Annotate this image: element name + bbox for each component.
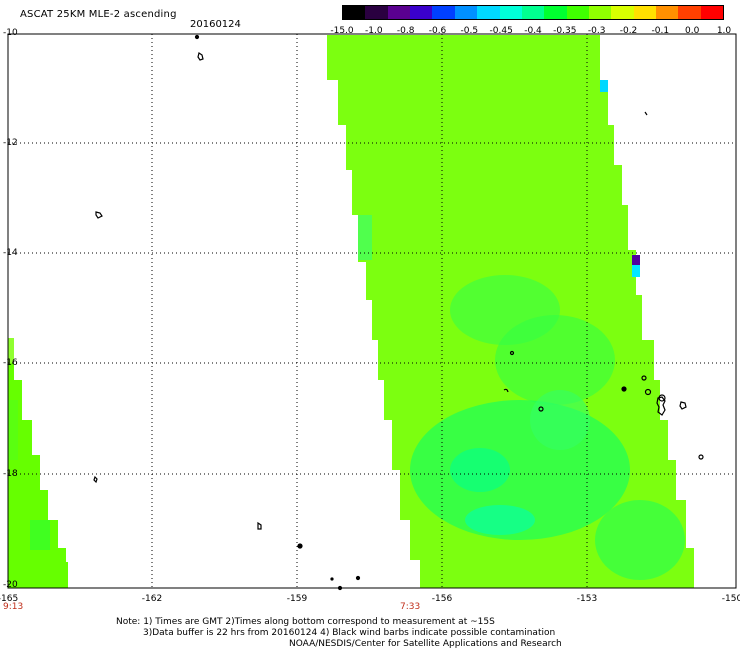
color-swatch	[432, 6, 455, 19]
plot-frame	[7, 33, 737, 589]
color-swatch	[410, 6, 433, 19]
x-tick-label: -162	[141, 594, 163, 604]
color-swatch	[678, 6, 701, 19]
swath-time-left: 9:13	[3, 602, 24, 612]
y-tick-label: -14	[3, 248, 18, 258]
color-swatch	[700, 6, 724, 19]
color-swatch	[544, 6, 567, 19]
color-swatch	[566, 6, 589, 19]
y-tick-label: -16	[3, 358, 18, 368]
x-tick-label: -165	[0, 594, 19, 604]
y-tick-label: -20	[3, 580, 18, 590]
color-scale-label: -0.1	[651, 26, 670, 36]
main-swath	[327, 35, 694, 588]
color-scale-label: -0.8	[396, 26, 415, 36]
color-scale-label: 1.0	[716, 26, 732, 36]
left-swath	[8, 338, 68, 588]
swath-time-main: 7:33	[400, 602, 421, 612]
color-scale-label: -0.6	[428, 26, 447, 36]
color-scale-label: -0.2	[619, 26, 638, 36]
color-swatch	[633, 6, 657, 19]
y-tick-label: -10	[3, 28, 18, 38]
color-swatch	[365, 6, 388, 19]
color-scale-label: -0.45	[489, 26, 513, 36]
note-line-1: Note: 1) Times are GMT 2)Times along bot…	[116, 617, 495, 627]
color-scale-label: -0.4	[524, 26, 542, 36]
x-tick-label: -156	[431, 594, 453, 604]
color-swatch	[521, 6, 545, 19]
color-swatch	[656, 6, 679, 19]
x-tick-label: -159	[286, 594, 308, 604]
x-tick-label: -153	[576, 594, 598, 604]
x-tick-label: -150	[721, 594, 740, 604]
color-swatch	[611, 6, 634, 19]
color-scale-labels: -15.0 -1.0 -0.8 -0.6 -0.5 -0.45 -0.4 -0.35 -0.3 -…	[330, 26, 740, 38]
note-line-2: 3)Data buffer is 22 hrs from 20160124 4)…	[143, 628, 556, 638]
islands	[93, 34, 704, 591]
color-swatch	[499, 6, 522, 19]
gridlines	[8, 34, 736, 588]
map-date: 20160124	[190, 19, 241, 30]
color-swatch	[387, 6, 411, 19]
color-scale-label: -0.5	[460, 26, 479, 36]
color-swatch	[477, 6, 500, 19]
color-scale-label: -0.3	[587, 26, 606, 36]
color-scale-label: -0.35	[553, 26, 577, 36]
color-swatch	[588, 6, 612, 19]
y-tick-label: -12	[3, 138, 18, 148]
note-line-3: NOAA/NESDIS/Center for Satellite Applica…	[289, 639, 562, 649]
color-scale-label: -15.0	[330, 26, 354, 36]
y-tick-label: -18	[3, 469, 18, 479]
map-title: ASCAT 25KM MLE-2 ascending	[20, 9, 177, 20]
color-swatch	[343, 6, 366, 19]
color-scale-bar	[342, 5, 724, 20]
color-scale-label: 0.0	[684, 26, 700, 36]
color-scale-label: -1.0	[365, 26, 383, 36]
color-swatch	[454, 6, 478, 19]
